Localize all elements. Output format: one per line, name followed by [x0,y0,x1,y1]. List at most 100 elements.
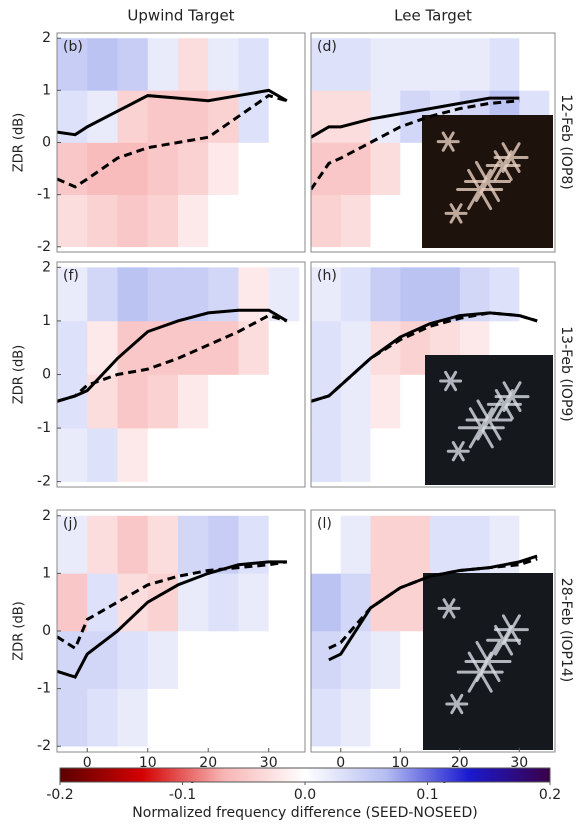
x-tick-label: 30 [260,755,278,771]
heat-cell [177,38,209,91]
heat-cell [370,374,401,429]
y-axis-title: ZDR (dB) [12,345,27,404]
median-line [57,93,288,189]
y-tick-label: 2 [42,30,51,46]
y-tick-label: 2 [42,259,51,275]
snowflake [456,651,504,693]
heat-cell [147,631,179,689]
y-tick-label: -2 [37,474,51,490]
heat-cell [177,267,209,322]
heat-cell [57,194,88,248]
heat-cell [268,688,300,747]
heat-cell [311,38,342,91]
heat-cell [117,267,149,322]
heat-cell [147,573,179,632]
median-line [311,311,538,403]
heat-cell [57,688,88,747]
snowflake [464,160,511,203]
heat-cell [370,515,401,574]
snowflake [436,131,460,152]
heat-cell [117,688,149,747]
heat-cell [177,142,209,195]
heat-cell [117,573,149,632]
heat-cell [57,573,88,632]
heat-cell [311,267,342,322]
snowflake [493,614,529,645]
y-tick-label: 1 [42,565,51,581]
heat-cell [268,194,300,248]
heat-cell [238,374,270,429]
heat-cell [370,573,401,632]
heat-cell [340,320,371,375]
heat-cell [400,38,431,91]
heat-cell [340,573,371,632]
heat-cell [311,428,342,482]
heat-cell [311,688,342,747]
heat-cell [268,428,300,482]
heat-cell [57,374,88,429]
heat-cell [430,515,461,574]
row-label: 12-Feb (IOP8) [558,94,574,190]
panel-label: (j) [63,516,78,532]
y-axis-title: ZDR (dB) [12,601,27,660]
heat-cell [208,631,239,689]
heat-cell [147,267,179,322]
heat-cell [311,515,342,574]
heat-cell [208,374,239,429]
colorbar-tick-label: 0.1 [416,787,438,803]
median-line [57,560,287,679]
y-tick-label: -2 [37,738,51,754]
y-tick-label: 2 [42,508,51,524]
heat-cell [370,267,401,322]
heat-cell [117,38,149,91]
median-line [57,88,288,137]
x-tick-label: 20 [199,755,217,771]
heat-cell [208,515,239,574]
heat-cell [177,374,209,429]
panel-label: (h) [317,268,337,284]
colorbar-tick-label: -0.1 [169,787,196,803]
heat-cell [519,515,550,574]
x-tick-label: 10 [391,755,409,771]
heat-cell [208,38,239,91]
panel-label: (l) [317,516,332,532]
plot-area [57,267,300,482]
heat-cell [459,38,490,91]
heat-cell [340,142,371,195]
colorbar-tick-label: 0.0 [294,787,316,803]
heat-cell [340,194,371,248]
median-line [328,557,538,650]
snowflake [486,624,522,656]
panel-frame [310,261,556,488]
x-tick-label: 30 [510,755,528,771]
heat-cell [87,320,118,375]
median-line [57,308,288,403]
heat-cell [208,142,239,195]
heat-cell [268,320,300,375]
heat-cell [117,374,149,429]
panel-label: (f) [63,268,79,284]
colorbar-tick-label: 0.2 [539,787,561,803]
snowflake [437,598,461,619]
colorbar [59,767,551,783]
heat-cell [87,688,118,747]
heat-cell [208,194,239,248]
heat-cell [117,515,149,574]
plot-area [311,515,553,750]
heat-cell [238,38,270,91]
heat-cell [370,428,401,482]
heat-cell [87,267,118,322]
heat-cell [147,194,179,248]
heat-cell [519,267,550,322]
median-line [311,99,520,191]
heat-cell [311,374,342,429]
heat-cell [147,515,179,574]
heat-cell [311,320,342,375]
heat-cell [311,194,342,248]
heat-cell [311,573,342,632]
heat-cell [147,38,179,91]
plot-area [311,38,553,248]
panel-frame [310,509,556,753]
heat-cell [147,142,179,195]
